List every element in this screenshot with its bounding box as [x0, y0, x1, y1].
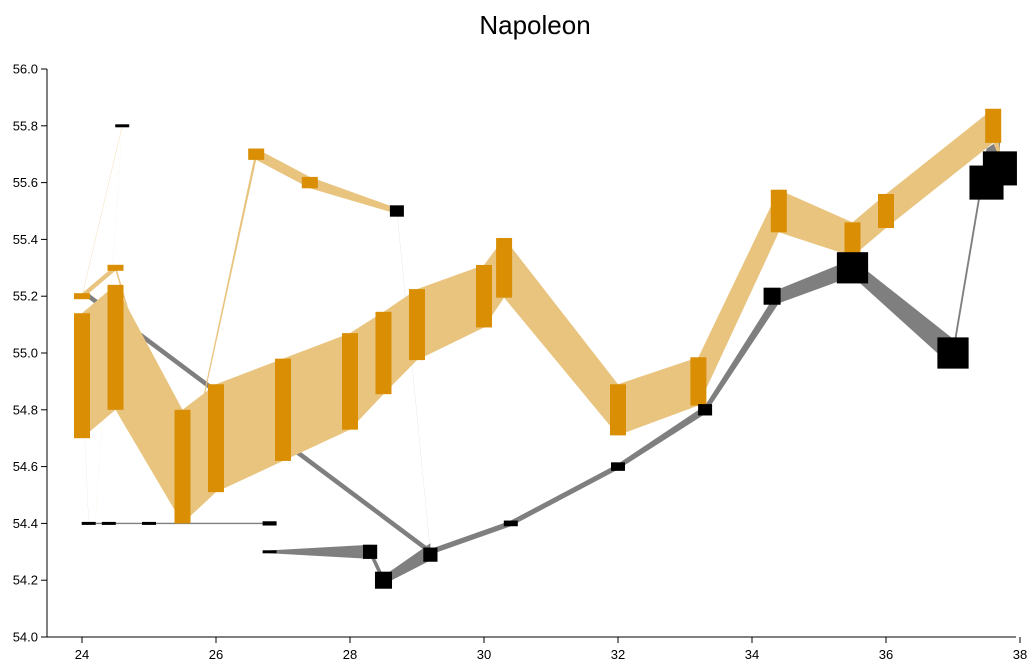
x-tick-label: 34 [745, 647, 759, 662]
retreat-node [363, 544, 378, 559]
advance-node [174, 409, 191, 524]
retreat-node [423, 547, 438, 562]
y-tick-label: 54.6 [13, 459, 38, 474]
retreat-segment [396, 210, 431, 553]
x-tick-label: 36 [879, 647, 893, 662]
y-tick-label: 54.2 [13, 573, 38, 588]
y-tick-label: 54.8 [13, 402, 38, 417]
advance-segment [182, 384, 216, 524]
flow-segments [82, 108, 1000, 585]
retreat-segment [510, 463, 618, 527]
retreat-node [374, 571, 393, 589]
advance-segment [852, 193, 886, 257]
retreat-node [937, 337, 969, 369]
retreat-segment [430, 520, 511, 555]
advance-node [301, 176, 318, 189]
advance-node [208, 384, 224, 493]
advance-segment [216, 358, 283, 493]
retreat-node [836, 252, 869, 284]
advance-node [342, 333, 358, 430]
advance-segment [350, 311, 384, 430]
advance-segment [82, 284, 116, 439]
chart-title: Napoleon [479, 10, 590, 40]
advance-segment [417, 264, 484, 361]
x-axis-ticks: 24 26 28 30 32 34 36 38 [75, 637, 1027, 662]
advance-segment [618, 357, 699, 436]
y-tick-label: 56.0 [13, 62, 38, 77]
flow-nodes [74, 108, 1017, 589]
x-tick-label: 26 [209, 647, 223, 662]
y-axis-ticks: 54.0 54.2 54.4 54.6 54.8 55.0 55.2 55.4 55.6 55.8… [13, 62, 47, 645]
retreat-segment [88, 522, 270, 525]
axes [46, 69, 1016, 638]
y-tick-label: 54.0 [13, 630, 38, 645]
y-tick-label: 55.0 [13, 346, 38, 361]
retreat-node [503, 520, 518, 527]
x-tick-label: 38 [1013, 647, 1027, 662]
advance-node [107, 284, 124, 410]
advance-node [610, 384, 626, 436]
retreat-node [389, 205, 404, 217]
advance-node [107, 264, 124, 271]
retreat-node [262, 550, 277, 554]
y-tick-label: 55.8 [13, 118, 38, 133]
advance-node [690, 357, 707, 406]
advance-node [770, 189, 787, 233]
retreat-node [698, 404, 713, 416]
retreat-segment [778, 259, 853, 304]
x-tick-label: 28 [343, 647, 357, 662]
advance-node [275, 358, 291, 461]
advance-node [476, 264, 492, 328]
advance-segment [115, 284, 183, 524]
advance-node [496, 237, 513, 298]
retreat-node [982, 151, 1017, 186]
retreat-node [81, 521, 96, 525]
x-tick-label: 30 [477, 647, 491, 662]
advance-segment [886, 108, 994, 229]
advance-node [985, 108, 1002, 143]
advance-node [375, 311, 392, 395]
retreat-node [262, 521, 277, 526]
advance-segment [283, 333, 350, 461]
advance-segment [698, 189, 779, 406]
advance-node [248, 148, 265, 160]
advance-segment [115, 264, 183, 497]
advance-segment [82, 264, 116, 300]
retreat-segment [705, 289, 779, 415]
advance-segment [82, 125, 123, 297]
advance-node [878, 193, 894, 229]
x-tick-label: 32 [611, 647, 625, 662]
advance-segment [182, 148, 257, 497]
y-tick-label: 55.4 [13, 232, 38, 247]
retreat-segment [383, 543, 431, 585]
advance-segment [309, 176, 397, 214]
advance-segment [778, 189, 853, 257]
advance-segment [383, 289, 417, 395]
retreat-segment [953, 148, 987, 359]
advance-node [844, 222, 861, 257]
x-tick-label: 24 [75, 647, 89, 662]
retreat-node [101, 521, 116, 525]
advance-segment [256, 148, 310, 189]
y-tick-label: 54.4 [13, 516, 38, 531]
advance-node [74, 293, 90, 300]
retreat-segment [852, 259, 953, 368]
retreat-segment [618, 405, 706, 470]
retreat-node [142, 521, 156, 525]
advance-segment [504, 237, 618, 436]
retreat-segment [269, 544, 371, 559]
advance-node [409, 289, 425, 361]
advance-node [74, 313, 90, 439]
y-tick-label: 55.2 [13, 289, 38, 304]
retreat-node [763, 287, 781, 305]
y-tick-label: 55.6 [13, 175, 38, 190]
retreat-node [611, 462, 625, 471]
retreat-node [115, 124, 130, 128]
